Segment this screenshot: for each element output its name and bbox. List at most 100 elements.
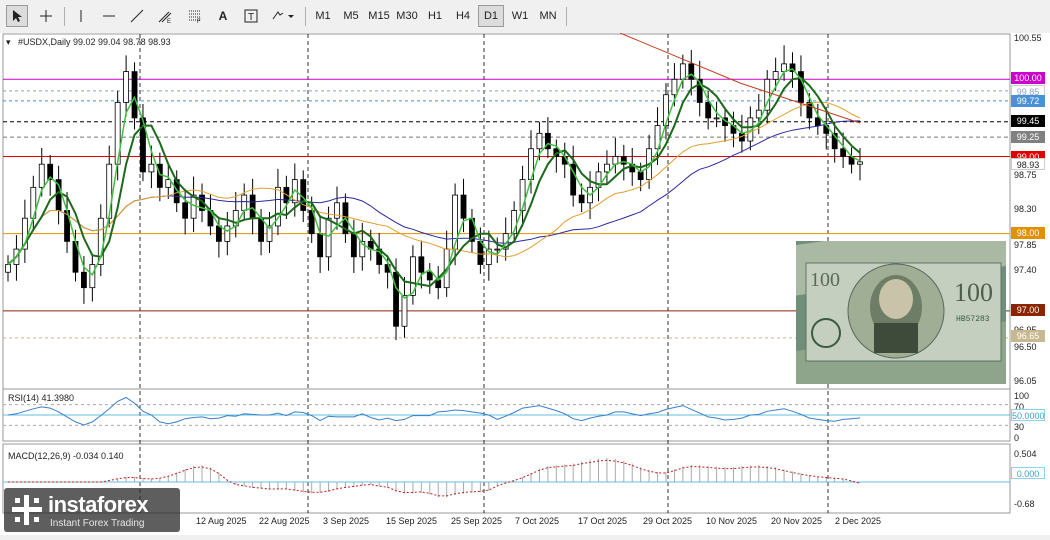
candle-body: [696, 78, 703, 103]
candle-body: [671, 78, 678, 96]
timeframe-mn[interactable]: MN: [539, 10, 557, 22]
macd-axis-top: 0.504: [1014, 449, 1037, 459]
svg-text:F: F: [197, 19, 201, 23]
candle-body: [494, 248, 501, 251]
date-label: 2 Dec 2025: [835, 516, 882, 526]
candle-body: [81, 271, 87, 289]
price-axis-label: 100.55: [1014, 33, 1042, 43]
timeframe-m5[interactable]: M5: [343, 10, 359, 22]
price-level-label: 97.00: [1011, 304, 1045, 316]
date-label: 7 Oct 2025: [515, 516, 560, 526]
ma-red-line: [619, 32, 861, 124]
timeframe-m1[interactable]: M1: [315, 10, 331, 22]
candle-body: [544, 132, 551, 150]
rsi-axis-30: 30: [1014, 422, 1025, 432]
timeframe-h1[interactable]: H1: [427, 10, 443, 22]
price-axis-label: 96.05: [1014, 376, 1037, 386]
candle-body: [38, 163, 45, 188]
price-level-label: 100.00: [1011, 72, 1045, 84]
candle-body: [258, 217, 264, 242]
candle-body: [755, 109, 762, 119]
vertical-line-tool-icon[interactable]: [70, 5, 92, 27]
text-tool-icon[interactable]: A: [218, 9, 228, 23]
logo-tagline: Instant Forex Trading: [50, 518, 145, 529]
candle-body: [224, 225, 231, 242]
candle-body: [764, 78, 771, 111]
channel-tool-icon[interactable]: E: [154, 5, 176, 27]
rsi-level-label: 50.0000: [1011, 409, 1045, 421]
candle-body: [359, 240, 366, 258]
date-label: 25 Sep 2025: [451, 516, 503, 526]
timeframe-m30[interactable]: M30: [396, 10, 418, 22]
candle-body: [410, 256, 416, 296]
date-label: 17 Oct 2025: [578, 516, 628, 526]
candle-body: [317, 233, 324, 258]
candle-body: [772, 71, 779, 80]
candle-body: [477, 240, 484, 265]
candle-body: [308, 210, 315, 235]
ma-orange-line: [7, 101, 861, 265]
macd-axis-bottom: -0.68: [1014, 499, 1035, 509]
price-level-label: 99.45: [1011, 115, 1045, 127]
candle-body: [426, 271, 433, 281]
candle-body: [806, 102, 813, 119]
timeframe-m15[interactable]: M15: [368, 10, 390, 22]
date-label: 22 Aug 2025: [259, 516, 310, 526]
crosshair-tool-icon[interactable]: [35, 5, 57, 27]
candle-body: [679, 63, 686, 80]
rsi-label: RSI(14) 41.3980: [8, 393, 75, 403]
dollar-bills-photo: 100 100 HB57283: [796, 241, 1006, 384]
candle-body: [215, 225, 222, 242]
price-level-label: 99.25: [1011, 131, 1045, 143]
ma-green-line: [7, 68, 861, 299]
price-level-label: 98.00: [1011, 227, 1045, 239]
candle-body: [637, 171, 644, 181]
cursor-tool-icon[interactable]: [6, 5, 28, 27]
timeframe-d1[interactable]: D1: [478, 5, 504, 27]
instaforex-logo-icon: [12, 495, 42, 525]
fibonacci-tool-icon[interactable]: F: [184, 5, 206, 27]
candle-body: [519, 179, 526, 211]
candle-body: [47, 163, 54, 181]
candle-body: [713, 117, 720, 120]
candle-body: [106, 163, 113, 219]
candle-body: [401, 294, 408, 327]
svg-text:100: 100: [954, 278, 993, 307]
macd-zero-label: 0.000: [1011, 467, 1045, 479]
macd-label: MACD(12,26,9) -0.034 0.140: [8, 451, 124, 461]
horizontal-line-tool-icon[interactable]: [98, 5, 120, 27]
candle-body: [21, 217, 28, 250]
date-label: 29 Oct 2025: [643, 516, 693, 526]
candle-body: [266, 225, 273, 242]
candle-body: [334, 202, 340, 219]
text-label-tool-icon[interactable]: T: [240, 5, 262, 27]
date-label: 10 Nov 2025: [706, 516, 758, 526]
timeframe-w1[interactable]: W1: [511, 10, 529, 22]
candle-body: [350, 233, 357, 258]
symbol-dropdown-icon[interactable]: ▾: [6, 37, 11, 47]
svg-text:T: T: [248, 12, 254, 23]
trendline-tool-icon[interactable]: [126, 5, 148, 27]
rsi-line: [7, 396, 861, 426]
candle-body: [148, 163, 155, 173]
timeframe-h4[interactable]: H4: [455, 10, 471, 22]
logo-brand-name: instaforex: [48, 492, 149, 517]
candle-body: [182, 202, 189, 219]
candle-body: [536, 132, 543, 150]
svg-text:E: E: [167, 19, 171, 23]
symbol-info: #USDX,Daily 99.02 99.04 98.78 98.93: [18, 37, 171, 47]
candle-body: [249, 194, 256, 219]
instaforex-logo: instaforex Instant Forex Trading: [4, 488, 180, 532]
arrows-tool-icon[interactable]: [268, 5, 298, 27]
price-axis-label: 97.85: [1014, 240, 1037, 250]
date-label: 3 Sep 2025: [323, 516, 370, 526]
candle-body: [5, 264, 11, 273]
candle-body: [814, 117, 821, 127]
candle-body: [831, 132, 838, 150]
svg-text:HB57283: HB57283: [956, 315, 990, 324]
candle-body: [123, 71, 129, 103]
candle-body: [604, 163, 610, 173]
candle-body: [89, 264, 96, 289]
candle-body: [789, 63, 796, 72]
candle-body: [857, 161, 863, 165]
